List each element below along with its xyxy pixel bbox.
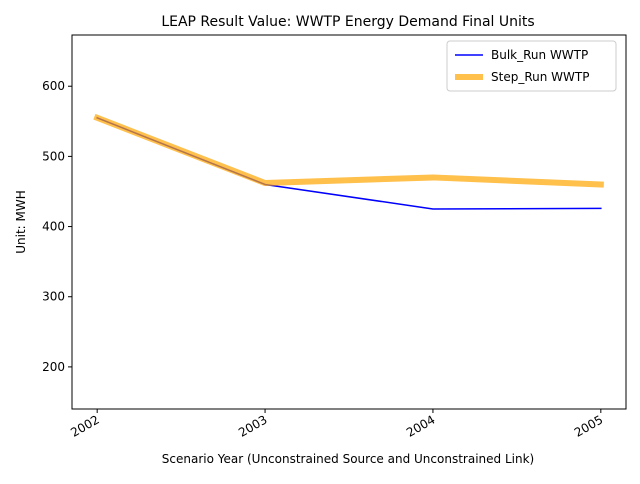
y-tick-label: 400 [42, 220, 65, 234]
x-tick-label: 2003 [236, 412, 269, 439]
y-axis-label: Unit: MWH [14, 190, 28, 254]
series-line-1 [96, 116, 602, 210]
legend: Bulk_Run WWTP Step_Run WWTP [446, 40, 617, 92]
x-tick-label: 2005 [572, 412, 605, 439]
legend-label-2: Step_Run WWTP [491, 70, 589, 84]
y-tick-label: 200 [42, 360, 65, 374]
chart-title: LEAP Result Value: WWTP Energy Demand Fi… [161, 14, 534, 30]
y-tick-label: 300 [42, 290, 65, 304]
legend-box [446, 40, 617, 92]
legend-label-1: Bulk_Run WWTP [491, 48, 588, 62]
x-tick-label: 2002 [68, 412, 101, 439]
series-line-2 [93, 113, 604, 188]
plot-frame [71, 34, 627, 410]
y-tick-label: 600 [42, 79, 65, 93]
plot-area: 200 300 400 500 600 2002 2003 2004 2005 Bulk_Run … [42, 34, 627, 440]
x-tick-label: 2004 [404, 412, 437, 439]
x-axis-label: Scenario Year (Unconstrained Source and … [162, 452, 534, 466]
y-tick-label: 500 [42, 149, 65, 163]
